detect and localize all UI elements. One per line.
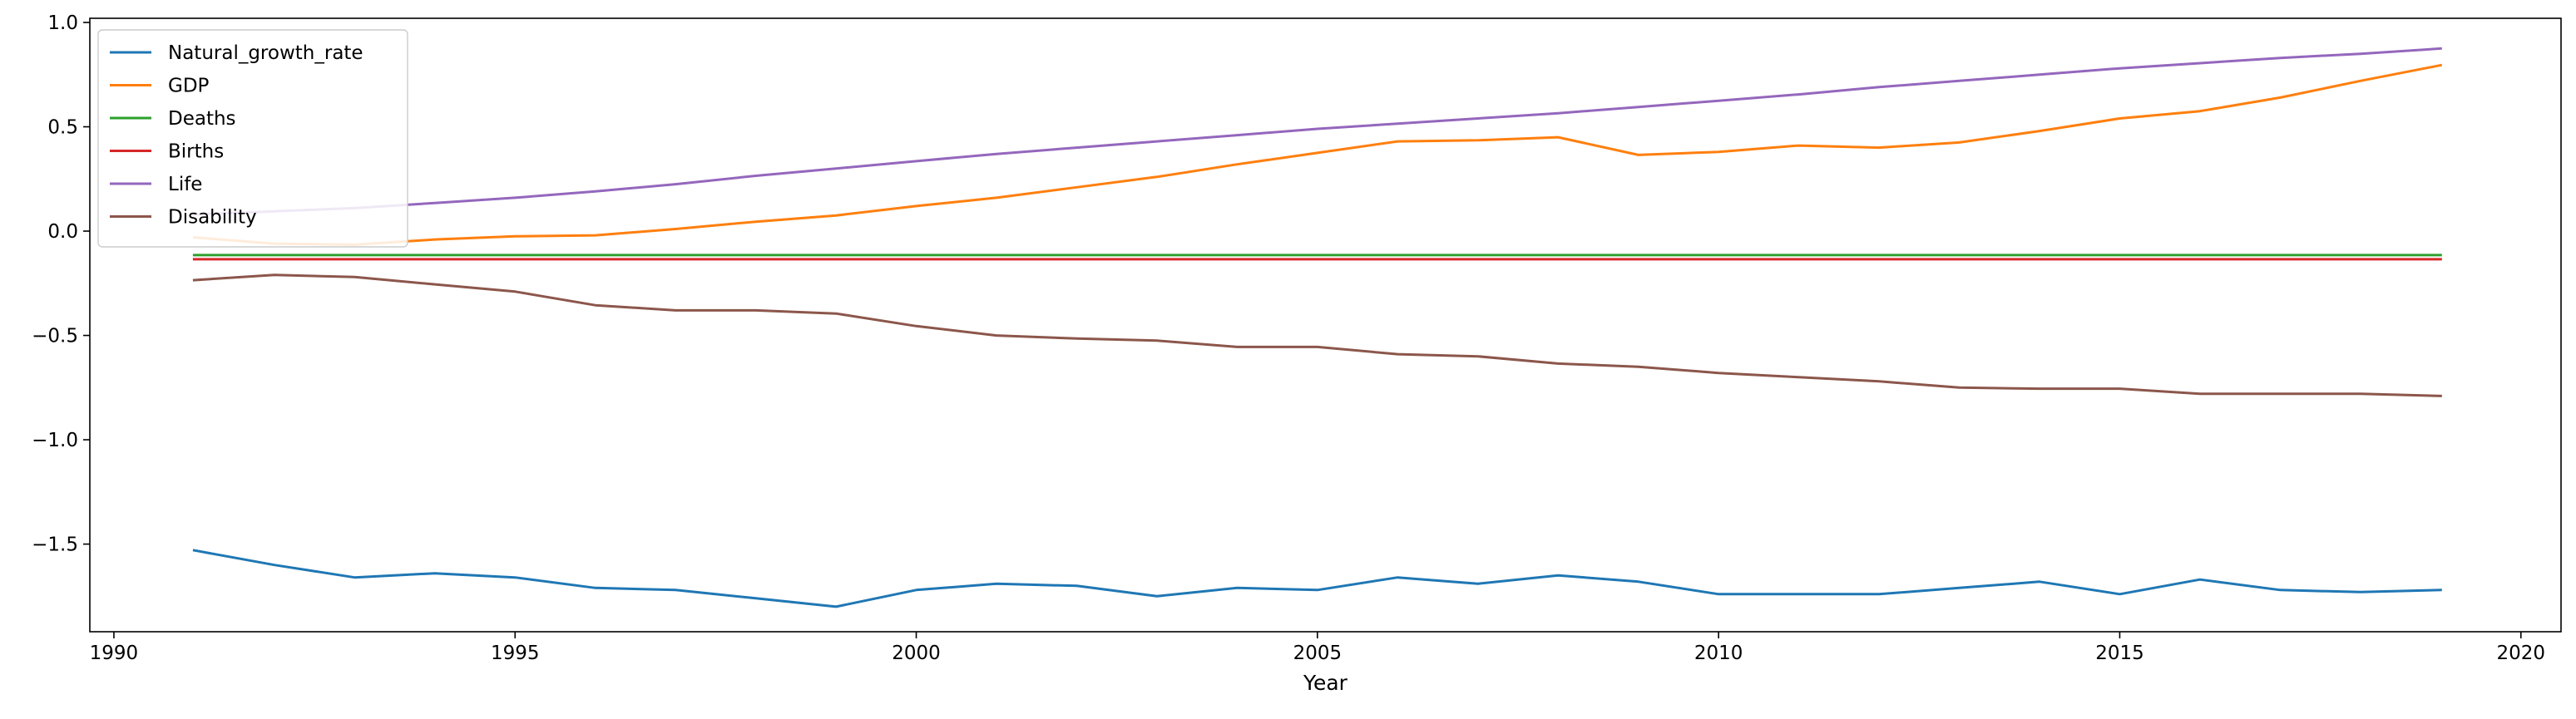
x-axis-label: Year	[1303, 671, 1348, 695]
legend: Natural_growth_rate GDP Deaths Births Life Di…	[97, 29, 408, 248]
x-tick-label: 2005	[1293, 643, 1342, 664]
legend-label: GDP	[168, 76, 210, 97]
x-tick-label: 1990	[90, 643, 139, 664]
y-tick-label: −1.5	[32, 534, 78, 556]
legend-label: Deaths	[168, 108, 236, 130]
series-line-gdp	[192, 63, 2443, 246]
y-tick-label: 1.0	[47, 12, 78, 34]
legend-box	[97, 29, 408, 248]
legend-label: Births	[168, 141, 224, 163]
x-tick-label: 2010	[1694, 643, 1743, 664]
legend-label: Natural_growth_rate	[168, 42, 363, 64]
y-tick-label: 0.5	[47, 117, 78, 139]
x-tick-label: 2015	[2095, 643, 2144, 664]
legend-label: Life	[168, 174, 202, 195]
y-tick-label: 0.0	[47, 221, 78, 243]
plot-frame	[89, 17, 2562, 633]
plot-lines	[192, 47, 2443, 608]
series-line-life	[192, 47, 2442, 216]
legend-label: Disability	[168, 207, 257, 229]
series-line-disability	[192, 273, 2442, 397]
y-tick-label: −0.5	[32, 326, 78, 347]
x-tick-label: 1995	[491, 643, 540, 664]
x-axis: 1990 1995 2000 2005 2010 2015 2020	[90, 632, 2545, 664]
x-tick-label: 2020	[2496, 643, 2545, 664]
y-tick-label: −1.0	[32, 430, 78, 451]
x-tick-label: 2000	[892, 643, 941, 664]
y-axis: 1.0 0.5 0.0 −0.5 −1.0 −1.5	[32, 12, 90, 556]
series-line-natural-growth-rate	[192, 549, 2442, 608]
